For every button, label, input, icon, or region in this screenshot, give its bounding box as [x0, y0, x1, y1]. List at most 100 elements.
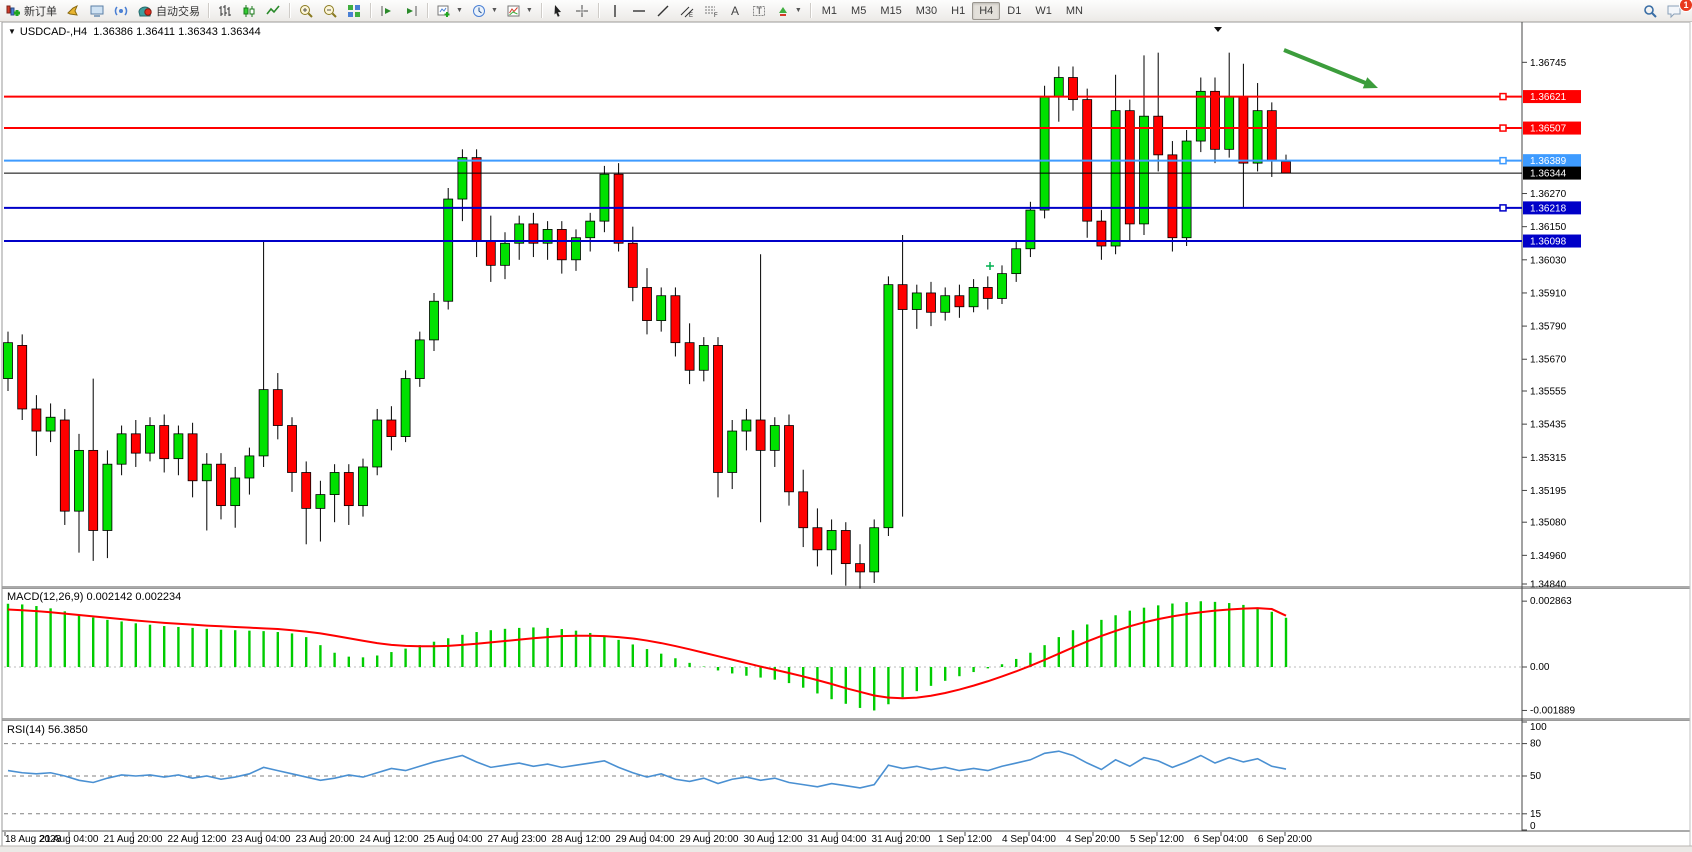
- candle: [698, 345, 709, 371]
- vertical-line-button[interactable]: [603, 1, 627, 21]
- candle: [627, 242, 638, 288]
- candle: [17, 345, 28, 410]
- timeframe-button-D1[interactable]: D1: [1007, 4, 1022, 17]
- time-tick-label: 31 Aug 20:00: [872, 834, 931, 845]
- candle: [414, 339, 425, 379]
- horizontal-line-button[interactable]: [627, 1, 651, 21]
- timeframe-button-H1[interactable]: H1: [951, 4, 966, 17]
- periods-button[interactable]: ▼: [467, 1, 502, 21]
- rsi-indicator-label: RSI(14) 56.3850: [7, 724, 88, 736]
- arrowhead-icon: [1362, 77, 1378, 89]
- time-tick-label: 31 Aug 04:00: [808, 834, 867, 845]
- timeframe-button-M5[interactable]: M5: [851, 4, 867, 17]
- candle: [755, 419, 766, 451]
- candle: [216, 463, 226, 507]
- channel-button[interactable]: E: [675, 1, 699, 21]
- timeframe-button-H4[interactable]: H4: [972, 1, 1001, 20]
- timeframe-button-M15[interactable]: M15: [880, 4, 902, 17]
- line-endpoint-handle[interactable]: [1499, 204, 1507, 212]
- macd-indicator-label: MACD(12,26,9) 0.002142 0.002234: [7, 591, 182, 603]
- sound-button[interactable]: [61, 1, 85, 21]
- new-order-button[interactable]: 新订单: [1, 1, 61, 21]
- macd-axis-label: -0.001889: [1530, 705, 1575, 716]
- price-line-objects: [4, 92, 1522, 243]
- price-line-label: 1.36218: [1530, 203, 1567, 214]
- svg-text:A: A: [731, 4, 739, 18]
- candle: [982, 287, 993, 299]
- candle: [1096, 220, 1107, 247]
- line-chart-button[interactable]: [261, 1, 285, 21]
- signals-button[interactable]: [109, 1, 133, 21]
- terminal-icon: [89, 3, 105, 19]
- chart-shift-button[interactable]: [399, 1, 423, 21]
- bar-chart-icon: [217, 3, 233, 19]
- line-endpoint-handle[interactable]: [1499, 124, 1507, 132]
- time-tick-label: 23 Aug 04:00: [232, 834, 291, 845]
- price-line-label: 1.36621: [1530, 92, 1567, 103]
- candle: [869, 527, 880, 573]
- candle: [897, 284, 908, 310]
- candle: [443, 198, 454, 302]
- trendline-button[interactable]: [651, 1, 675, 21]
- svg-text:T: T: [756, 6, 762, 16]
- price-tick-label: 1.34840: [1530, 580, 1567, 591]
- candle: [1210, 90, 1220, 150]
- terminal-button[interactable]: [85, 1, 109, 21]
- cursor-button[interactable]: [546, 1, 570, 21]
- candlestick-button[interactable]: [237, 1, 261, 21]
- timeframe-button-MN[interactable]: MN: [1065, 4, 1083, 17]
- trendline-icon: [655, 3, 671, 19]
- candle: [784, 425, 794, 493]
- zoom-out-button[interactable]: [318, 1, 342, 21]
- fibonacci-button[interactable]: F: [699, 1, 723, 21]
- timeframe-button-M30[interactable]: M30: [915, 4, 938, 17]
- candle: [599, 173, 610, 222]
- line-endpoint-handle[interactable]: [1499, 156, 1507, 165]
- time-tick-label: 5 Sep 12:00: [1130, 834, 1184, 845]
- rsi-axis-label: 80: [1530, 739, 1542, 750]
- timeframe-button-M1[interactable]: M1: [821, 4, 838, 17]
- candle: [585, 220, 596, 239]
- chevron-down-icon[interactable]: ▼: [8, 27, 16, 36]
- text-button[interactable]: A: [723, 1, 747, 21]
- templates-button[interactable]: ▼: [502, 1, 537, 21]
- chart-symbol-period: USDCAD-,H4: [19, 26, 88, 38]
- price-tick-label: 1.35080: [1530, 518, 1567, 529]
- rsi-pane: 100 80 50 150: [4, 721, 1547, 832]
- arrows-button[interactable]: ▼: [771, 1, 806, 21]
- crosshair-button[interactable]: [570, 1, 594, 21]
- tile-windows-button[interactable]: [342, 1, 366, 21]
- zoom-in-button[interactable]: [294, 1, 318, 21]
- line-endpoint-handle[interactable]: [1499, 92, 1507, 101]
- templates-icon: [506, 3, 522, 19]
- candle: [968, 287, 979, 308]
- arrow-object[interactable]: [1283, 48, 1370, 87]
- candle: [315, 494, 326, 509]
- auto-scroll-button[interactable]: [375, 1, 399, 21]
- candle: [102, 463, 113, 531]
- candle: [343, 472, 354, 507]
- new-chart-button[interactable]: ▼: [432, 1, 467, 21]
- search-button[interactable]: [1638, 1, 1662, 21]
- candle: [670, 295, 681, 344]
- time-tick-label: 18 Aug 2023: [5, 834, 62, 845]
- timeframe-button-W1[interactable]: W1: [1035, 4, 1052, 17]
- chat-button[interactable]: 1: [1662, 0, 1692, 21]
- autotrading-button[interactable]: 自动交易: [133, 1, 204, 21]
- candle: [514, 223, 525, 244]
- cross-marker[interactable]: [986, 262, 994, 270]
- candle: [656, 295, 667, 321]
- price-tick-label: 1.36745: [1530, 58, 1567, 69]
- time-tick-label: 4 Sep 20:00: [1066, 834, 1120, 845]
- label-button[interactable]: T: [747, 1, 771, 21]
- bar-chart-button[interactable]: [213, 1, 237, 21]
- candle: [1068, 77, 1078, 101]
- candle: [713, 345, 723, 473]
- price-axis[interactable]: 1.36745 1.36270 1.36150 1.36030 1.35910 1.357…: [1522, 58, 1581, 591]
- price-tick-label: 1.35435: [1530, 420, 1567, 431]
- candle: [358, 466, 368, 507]
- candle: [926, 292, 936, 313]
